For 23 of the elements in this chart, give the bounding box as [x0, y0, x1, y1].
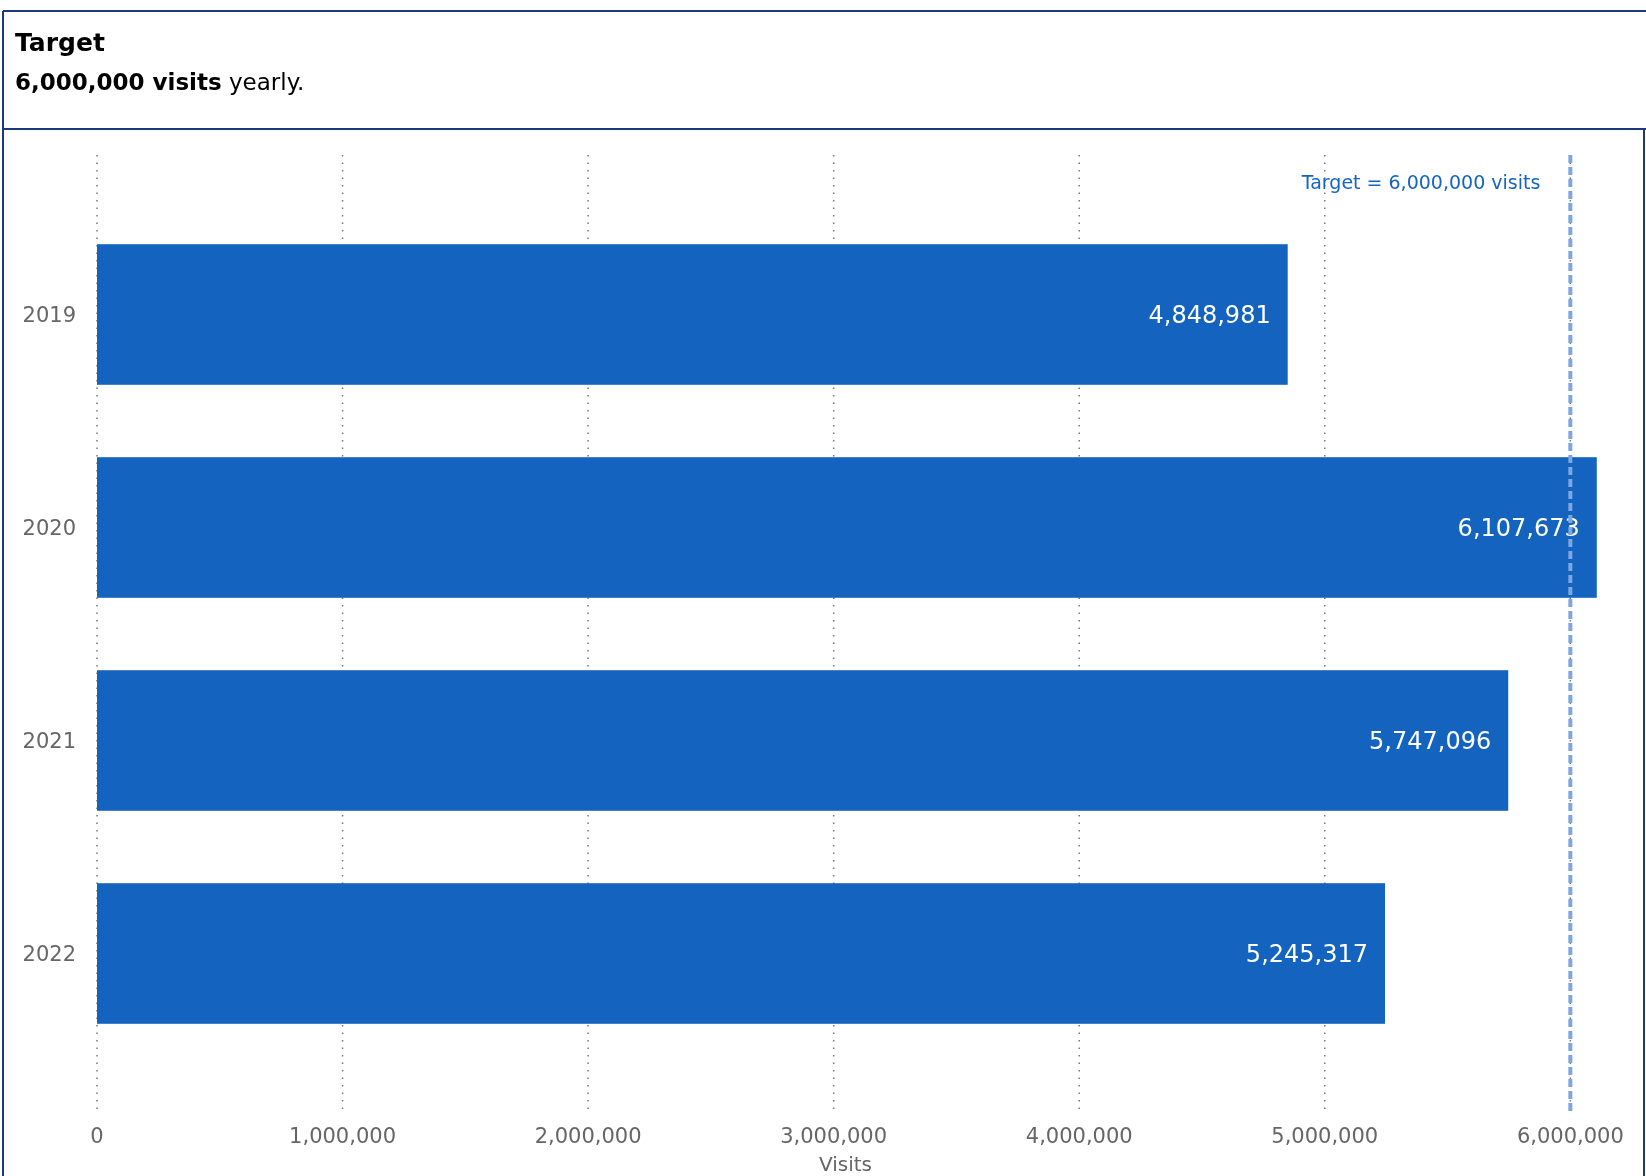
y-tick-label: 2022: [22, 941, 76, 966]
x-axis-title: Visits: [818, 1152, 873, 1176]
x-tick-label: 6,000,000: [1516, 1124, 1624, 1149]
data-label: 5,747,096: [1369, 726, 1492, 755]
data-label: 4,848,981: [1148, 300, 1271, 329]
bar: [97, 244, 1288, 385]
y-tick-label: 2019: [22, 302, 76, 327]
ref-line-label: Target = 6,000,000 visits: [1300, 170, 1541, 193]
data-label: 6,107,673: [1457, 513, 1580, 542]
chart-subtitle: 6,000,000 visits yearly.: [15, 69, 305, 95]
x-tick-label: 5,000,000: [1271, 1124, 1379, 1149]
bar: [97, 670, 1509, 811]
bar: [97, 457, 1597, 598]
y-tick-label: 2021: [22, 728, 76, 753]
bar: [97, 883, 1386, 1024]
chart-title: Target: [15, 28, 105, 57]
x-tick-label: 2,000,000: [534, 1124, 642, 1149]
x-tick-label: 0: [90, 1124, 104, 1149]
x-tick-label: 4,000,000: [1025, 1124, 1133, 1149]
data-label: 5,245,317: [1245, 939, 1369, 968]
y-tick-label: 2020: [22, 515, 76, 540]
x-tick-label: 1,000,000: [289, 1124, 396, 1149]
x-tick-label: 3,000,000: [780, 1124, 888, 1149]
